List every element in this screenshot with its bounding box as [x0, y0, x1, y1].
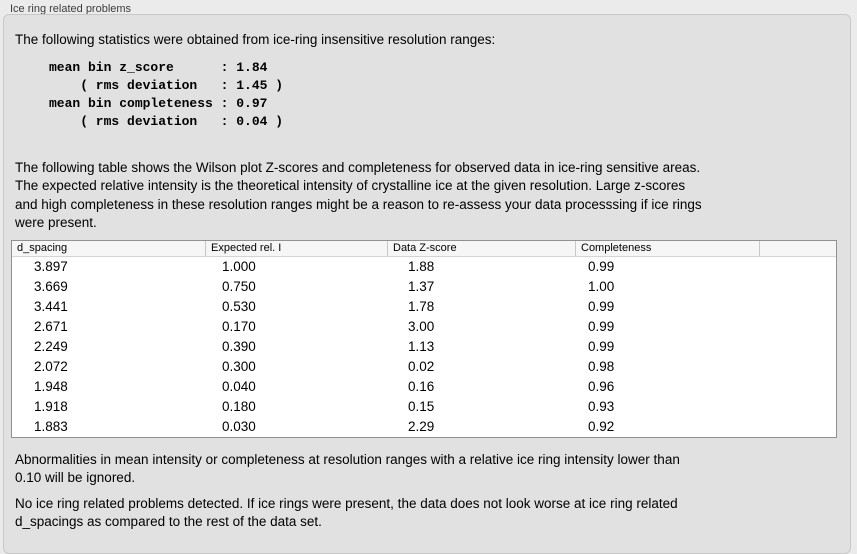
table-row[interactable]: 3.897 1.000 1.88 0.99 [12, 257, 836, 277]
table-header-row: d_spacing Expected rel. I Data Z-score Comp… [12, 240, 836, 257]
table-cell [759, 377, 836, 397]
table-row[interactable]: 3.669 0.750 1.37 1.00 [12, 277, 836, 297]
table-cell: 3.00 [408, 318, 435, 334]
table-cell: 0.96 [588, 378, 615, 394]
table-cell: 1.78 [408, 298, 435, 314]
table-cell: 2.671 [34, 318, 68, 334]
table-body: 3.897 1.000 1.88 0.99 3.669 0.750 1.37 1.00 3.44… [12, 257, 836, 437]
table-row[interactable]: 3.441 0.530 1.78 0.99 [12, 297, 836, 317]
table-cell [759, 317, 836, 337]
table-cell: 0.02 [408, 358, 435, 374]
column-header[interactable] [759, 240, 836, 256]
table-cell: 0.030 [222, 418, 256, 434]
table-cell [759, 337, 836, 357]
table-row[interactable]: 2.072 0.300 0.02 0.98 [12, 357, 836, 377]
table-cell: 1.918 [34, 398, 68, 414]
table-cell: 2.249 [34, 338, 68, 354]
table-cell: 3.441 [34, 298, 68, 314]
table-cell [759, 417, 836, 437]
table-cell: 0.390 [222, 338, 256, 354]
ice-ring-panel: The following statistics were obtained f… [3, 14, 851, 554]
table-cell [759, 257, 836, 277]
table-cell: 0.170 [222, 318, 256, 334]
column-header[interactable]: Data Z-score [387, 240, 575, 256]
table-cell: 1.00 [588, 278, 615, 294]
table-cell: 2.072 [34, 358, 68, 374]
table-cell: 0.300 [222, 358, 256, 374]
ice-ring-table[interactable]: d_spacing Expected rel. I Data Z-score Comp… [11, 239, 837, 438]
table-cell [759, 357, 836, 377]
table-cell: 0.530 [222, 298, 256, 314]
table-cell: 0.15 [408, 398, 435, 414]
conclusion-text: No ice ring related problems detected. I… [15, 495, 678, 530]
table-cell: 1.948 [34, 378, 68, 394]
table-row[interactable]: 1.948 0.040 0.16 0.96 [12, 377, 836, 397]
table-cell: 0.92 [588, 418, 615, 434]
column-header[interactable]: Expected rel. I [205, 240, 387, 256]
panel-title: Ice ring related problems [10, 3, 132, 15]
table-cell: 0.16 [408, 378, 435, 394]
column-header[interactable]: d_spacing [17, 241, 68, 254]
stats-intro-text: The following statistics were obtained f… [15, 32, 496, 47]
table-cell: 2.29 [408, 418, 435, 434]
table-cell: 0.99 [588, 258, 615, 274]
table-cell: 3.669 [34, 278, 68, 294]
table-cell [759, 297, 836, 317]
table-cell: 0.040 [222, 378, 256, 394]
table-row[interactable]: 1.918 0.180 0.15 0.93 [12, 397, 836, 417]
table-cell: 0.99 [588, 318, 615, 334]
table-cell: 1.883 [34, 418, 68, 434]
table-row[interactable]: 1.883 0.030 2.29 0.92 [12, 417, 836, 437]
table-cell [759, 277, 836, 297]
table-cell: 0.93 [588, 398, 615, 414]
table-cell: 1.13 [408, 338, 435, 354]
table-cell [759, 397, 836, 417]
table-description-text: The following table shows the Wilson plo… [15, 159, 702, 231]
column-header[interactable]: Completeness [575, 240, 759, 256]
table-cell: 0.98 [588, 358, 615, 374]
table-cell: 0.750 [222, 278, 256, 294]
ignore-note-text: Abnormalities in mean intensity or compl… [15, 451, 680, 486]
table-row[interactable]: 2.249 0.390 1.13 0.99 [12, 337, 836, 357]
table-cell: 0.99 [588, 338, 615, 354]
table-cell: 1.000 [222, 258, 256, 274]
table-cell: 1.88 [408, 258, 435, 274]
table-cell: 0.99 [588, 298, 615, 314]
stats-block: mean bin z_score : 1.84 ( rms deviation … [49, 59, 284, 129]
table-cell: 3.897 [34, 258, 68, 274]
table-cell: 1.37 [408, 278, 435, 294]
table-row[interactable]: 2.671 0.170 3.00 0.99 [12, 317, 836, 337]
table-cell: 0.180 [222, 398, 256, 414]
